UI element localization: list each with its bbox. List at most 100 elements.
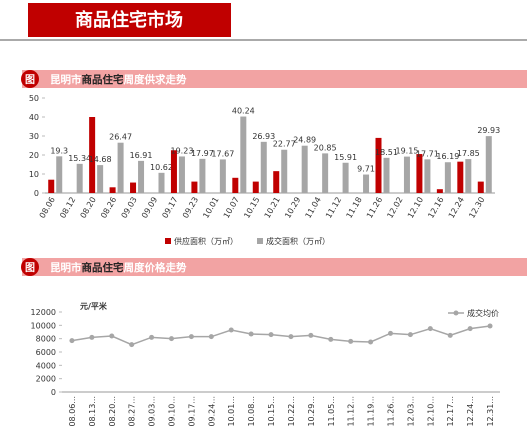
bar bbox=[117, 142, 124, 193]
bar bbox=[76, 163, 83, 193]
x-tick-label: 08.26 bbox=[99, 196, 118, 220]
x-tick-label: 09.03 bbox=[120, 196, 139, 220]
x-tick-label: 08.13... bbox=[88, 396, 97, 427]
x-tick-label: 08.06... bbox=[68, 396, 77, 427]
header-box bbox=[28, 3, 231, 37]
banner-badge bbox=[21, 70, 39, 88]
point bbox=[169, 336, 174, 342]
point bbox=[288, 334, 294, 340]
data-label: 22.77 bbox=[273, 140, 296, 149]
point bbox=[407, 332, 413, 338]
bar bbox=[444, 162, 451, 193]
x-tick-label: 08.06 bbox=[38, 196, 57, 220]
bar bbox=[138, 160, 145, 193]
x-tick-label: 09.24... bbox=[207, 396, 216, 427]
x-tick-label: 11.12 bbox=[324, 196, 343, 220]
banner-bar bbox=[22, 70, 527, 88]
data-label: 18.51 bbox=[375, 148, 398, 157]
bar bbox=[252, 181, 259, 193]
data-label: 16.91 bbox=[130, 151, 153, 160]
bar bbox=[342, 162, 349, 193]
data-label: 19.23 bbox=[171, 146, 194, 155]
bar bbox=[219, 159, 226, 193]
data-label: 15.91 bbox=[334, 153, 357, 162]
y-tick-label: 50 bbox=[29, 94, 39, 103]
x-tick-label: 12.03... bbox=[406, 396, 415, 427]
y-tick-label: 6000 bbox=[36, 348, 56, 357]
bar bbox=[281, 149, 288, 193]
bar bbox=[273, 171, 280, 193]
legend-swatch bbox=[165, 238, 171, 244]
bar bbox=[383, 157, 390, 193]
x-tick-label: 10.15... bbox=[267, 396, 276, 427]
x-tick-label: 11.04 bbox=[304, 196, 323, 220]
data-label: 10.62 bbox=[150, 163, 173, 172]
x-tick-label: 11.26 bbox=[365, 196, 384, 220]
data-label: 14.68 bbox=[89, 155, 112, 164]
bar bbox=[301, 145, 308, 193]
header-title: 商品住宅市场 bbox=[75, 9, 183, 31]
banner-badge-text: 图 bbox=[25, 74, 35, 86]
bar bbox=[477, 181, 484, 193]
bar bbox=[424, 159, 431, 193]
data-label: 26.93 bbox=[252, 132, 275, 141]
bar bbox=[97, 165, 104, 193]
x-tick-label: 10.01... bbox=[227, 396, 236, 427]
x-tick-label: 10.22... bbox=[287, 396, 296, 427]
banner-title: 昆明市商品住宅周度价格走势 bbox=[50, 261, 187, 274]
point bbox=[208, 334, 214, 340]
bar bbox=[56, 156, 63, 193]
point bbox=[228, 327, 234, 333]
x-tick-label: 10.07 bbox=[222, 196, 241, 220]
x-tick-label: 10.29 bbox=[283, 196, 302, 220]
x-tick-label: 12.16 bbox=[426, 196, 445, 220]
data-label: 19.15 bbox=[396, 147, 419, 156]
point bbox=[368, 339, 374, 345]
legend-label: 成交面积（万㎡） bbox=[266, 236, 330, 246]
point bbox=[129, 342, 135, 348]
bar bbox=[170, 150, 177, 193]
x-tick-label: 12.10... bbox=[426, 396, 435, 427]
bar bbox=[322, 153, 329, 193]
point bbox=[487, 323, 493, 329]
x-tick-label: 11.26... bbox=[387, 396, 396, 427]
banner-badge bbox=[21, 258, 39, 276]
x-tick-label: 12.10 bbox=[406, 196, 425, 220]
y-tick-label: 40 bbox=[29, 113, 39, 122]
point bbox=[248, 331, 254, 337]
legend-label: 供应面积（万㎡） bbox=[174, 236, 238, 246]
y-axis-label: 元/平米 bbox=[80, 301, 108, 311]
legend-label: 成交均价 bbox=[467, 308, 499, 318]
data-label: 29.93 bbox=[477, 126, 500, 135]
x-tick-label: 12.30 bbox=[467, 196, 486, 220]
point bbox=[328, 336, 334, 342]
x-tick-label: 09.09 bbox=[140, 196, 159, 220]
x-tick-label: 08.12 bbox=[58, 196, 77, 220]
x-tick-label: 10.08... bbox=[247, 396, 256, 427]
banner-title-part: 周度供求走势 bbox=[124, 73, 187, 86]
legend-swatch bbox=[257, 238, 263, 244]
bar bbox=[375, 137, 382, 193]
bar bbox=[191, 181, 198, 193]
x-tick-label: 08.27... bbox=[128, 396, 137, 427]
bar bbox=[485, 136, 492, 193]
bar bbox=[158, 172, 165, 193]
legend-marker bbox=[453, 310, 459, 316]
y-tick-label: 2000 bbox=[36, 375, 56, 384]
bar bbox=[178, 156, 185, 193]
y-tick-label: 8000 bbox=[36, 335, 56, 344]
data-label: 20.85 bbox=[314, 143, 337, 152]
x-tick-label: 10.29... bbox=[307, 396, 316, 427]
x-tick-label: 12.17... bbox=[446, 396, 455, 427]
x-tick-label: 10.15 bbox=[242, 196, 261, 220]
data-label: 26.47 bbox=[109, 133, 132, 142]
data-label: 19.3 bbox=[50, 146, 68, 155]
x-tick-label: 09.10... bbox=[168, 396, 177, 427]
bar bbox=[363, 174, 370, 193]
data-label: 15.34 bbox=[68, 154, 91, 163]
bar bbox=[240, 116, 247, 193]
bar bbox=[457, 161, 464, 193]
y-tick-label: 10000 bbox=[31, 321, 56, 330]
data-label: 17.71 bbox=[416, 149, 439, 158]
